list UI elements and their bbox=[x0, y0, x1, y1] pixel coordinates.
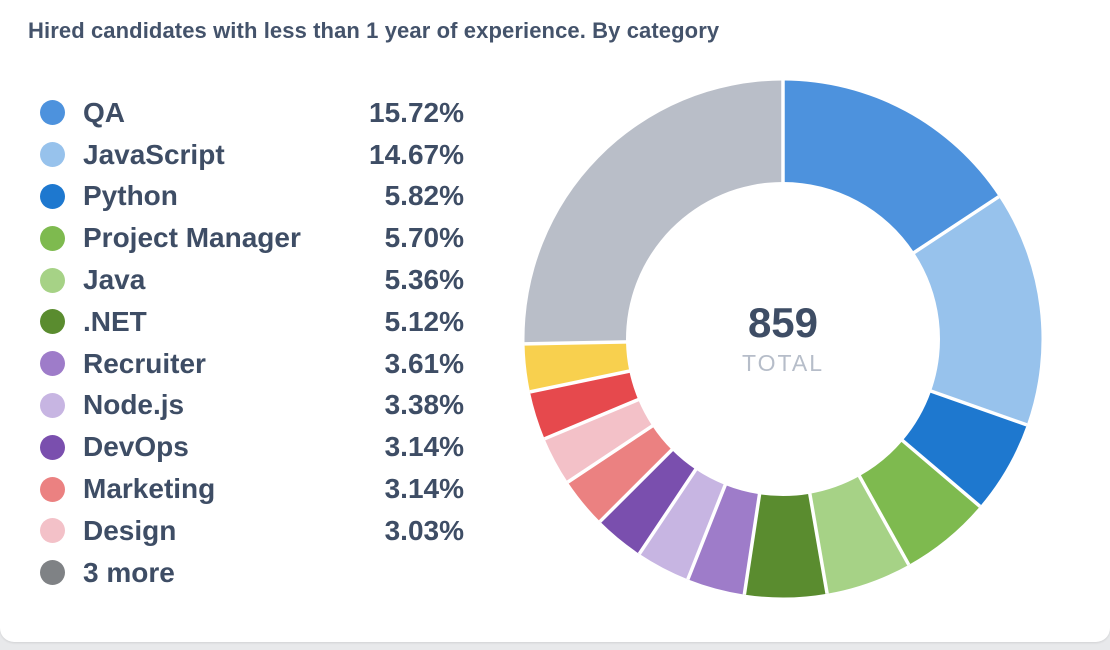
legend-label: Python bbox=[83, 180, 178, 212]
donut-segment-python[interactable] bbox=[902, 391, 1027, 507]
legend-value: 5.82% bbox=[384, 180, 464, 212]
donut-segment-recruiter[interactable] bbox=[687, 484, 760, 595]
legend-label: JavaScript bbox=[83, 138, 225, 170]
legend-item[interactable]: JavaScript 14.67% bbox=[28, 134, 464, 176]
legend-label: Project Manager bbox=[83, 222, 301, 254]
legend-color-dot-icon bbox=[40, 100, 65, 126]
segment-gap-line bbox=[566, 422, 656, 484]
segment-gap-line bbox=[742, 491, 762, 595]
donut-segment-nodejs[interactable] bbox=[639, 469, 726, 580]
legend-item[interactable]: Java 5.36% bbox=[28, 259, 464, 301]
segment-gap-line bbox=[524, 340, 630, 346]
chart-title: Hired candidates with less than 1 year o… bbox=[28, 18, 720, 43]
legend-label: Recruiter bbox=[83, 347, 206, 379]
donut-segment-more-1[interactable] bbox=[529, 371, 639, 439]
segment-gap-line bbox=[807, 490, 829, 595]
legend-color-dot-icon bbox=[40, 309, 65, 335]
donut-segment-more-3[interactable] bbox=[524, 80, 783, 344]
legend-color-dot-icon bbox=[40, 142, 65, 168]
legend-value: 3.03% bbox=[384, 514, 464, 546]
segment-gap-line bbox=[910, 195, 1000, 256]
legend-color-dot-icon bbox=[40, 392, 65, 418]
segment-gap-line bbox=[598, 446, 676, 523]
legend-color-dot-icon bbox=[40, 351, 65, 377]
donut-segment-project-manager[interactable] bbox=[859, 440, 980, 565]
segment-gap-line bbox=[686, 481, 728, 580]
legend-value: 5.70% bbox=[384, 222, 464, 254]
legend-color-dot-icon bbox=[40, 518, 65, 544]
donut-chart-area: 859 TOTAL bbox=[524, 80, 1042, 598]
legend-label: Node.js bbox=[83, 389, 185, 421]
donut-segment-design[interactable] bbox=[544, 399, 653, 483]
donut-segment-more-2[interactable] bbox=[524, 341, 630, 392]
legend-value: 3.14% bbox=[384, 473, 464, 505]
legend-value: 3.14% bbox=[384, 431, 464, 463]
legend-value: 5.12% bbox=[384, 305, 464, 337]
legend-item[interactable]: 3 more bbox=[28, 552, 464, 594]
segment-gap-line bbox=[856, 472, 911, 566]
segment-gap-line bbox=[543, 396, 642, 441]
legend-value: 14.67% bbox=[369, 138, 464, 170]
segment-gap-line bbox=[899, 437, 982, 508]
legend-item[interactable]: Node.js 3.38% bbox=[28, 385, 464, 427]
legend-label: Java bbox=[83, 264, 146, 296]
legend-label: 3 more bbox=[83, 556, 175, 588]
donut-segment-qa[interactable] bbox=[783, 80, 999, 253]
legend-color-dot-icon bbox=[40, 476, 65, 502]
legend-value: 15.72% bbox=[369, 96, 464, 128]
legend-label: DevOps bbox=[83, 431, 189, 463]
legend-value: 3.38% bbox=[384, 389, 464, 421]
legend-value: 3.61% bbox=[384, 347, 464, 379]
segment-gap-line bbox=[529, 368, 633, 394]
legend-item[interactable]: Project Manager 5.70% bbox=[28, 217, 464, 259]
legend-label: QA bbox=[83, 96, 125, 128]
legend-item[interactable]: Python 5.82% bbox=[28, 176, 464, 218]
donut-segment-net[interactable] bbox=[744, 493, 828, 598]
legend-label: Design bbox=[83, 514, 177, 546]
segment-gap-line bbox=[637, 466, 699, 555]
legend-item[interactable]: Recruiter 3.61% bbox=[28, 343, 464, 385]
legend-item[interactable]: .NET 5.12% bbox=[28, 301, 464, 343]
legend-label: Marketing bbox=[83, 473, 216, 505]
legend-value: 5.36% bbox=[384, 264, 464, 296]
donut-segment-java[interactable] bbox=[809, 476, 909, 594]
legend-color-dot-icon bbox=[40, 434, 65, 460]
legend-item[interactable]: Marketing 3.14% bbox=[28, 468, 464, 510]
donut-segment-javascript[interactable] bbox=[914, 196, 1042, 425]
legend-color-dot-icon bbox=[40, 183, 65, 209]
legend-item[interactable]: DevOps 3.14% bbox=[28, 426, 464, 468]
donut-chart bbox=[524, 80, 1042, 598]
donut-segment-devops[interactable] bbox=[599, 449, 696, 554]
segment-gap-line bbox=[927, 388, 1028, 427]
legend: QA 15.72% JavaScript 14.67% Python 5.82%… bbox=[28, 92, 464, 594]
legend-item[interactable]: Design 3.03% bbox=[28, 510, 464, 552]
legend-color-dot-icon bbox=[40, 560, 65, 586]
donut-segment-marketing[interactable] bbox=[567, 425, 672, 522]
legend-item[interactable]: QA 15.72% bbox=[28, 92, 464, 134]
legend-color-dot-icon bbox=[40, 225, 65, 251]
legend-color-dot-icon bbox=[40, 267, 65, 293]
legend-label: .NET bbox=[83, 305, 147, 337]
